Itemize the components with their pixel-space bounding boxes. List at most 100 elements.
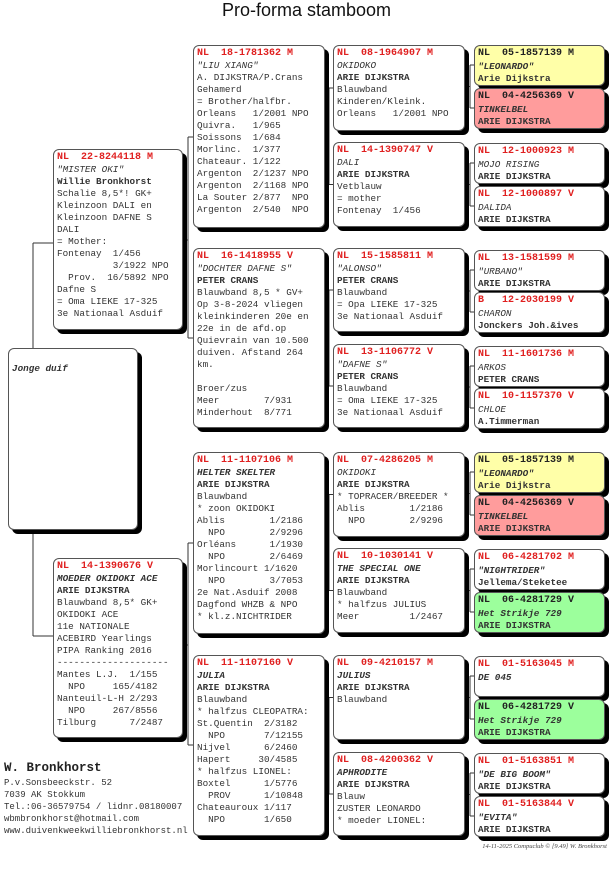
pigeon-info-line: Nijvel 6/2460 xyxy=(197,742,298,753)
pigeon-info-line: A.Timmerman xyxy=(478,416,540,427)
pedigree-card-ddd[interactable]: NL 08-4200362 V APHRODITE ARIE DIJKSTRA Bla… xyxy=(333,752,465,836)
pigeon-info-line: 2e Nat.Asduif 2008 xyxy=(197,587,298,598)
pigeon-info-line: -------------------- xyxy=(57,657,169,668)
pigeon-info-line: DALI xyxy=(57,224,80,235)
pedigree-card-sd[interactable]: NL 16-1418955 V "DOCHTER DAFNE S" PETER CR… xyxy=(193,248,325,428)
pigeon-info-line: = Opa LIEKE 17-325 xyxy=(337,299,438,310)
pigeon-info-line: ARIE DIJKSTRA xyxy=(478,278,551,289)
pedigree-card-g4-8[interactable]: NL 10-1157370 V CHLOE A.Timmerman xyxy=(474,388,605,429)
pigeon-info-line: ARIE DIJKSTRA xyxy=(478,781,551,792)
pigeon-info-line: La Souter 2/877 NPO xyxy=(197,192,309,203)
pigeon-info-line: ARIE DIJKSTRA xyxy=(478,523,551,534)
pedigree-card-sdd[interactable]: NL 13-1106772 V "DAFNE S" PETER CRANS Blauw… xyxy=(333,344,465,428)
pigeon-name: "LIU XIANG" xyxy=(197,60,259,71)
owner-name: W. Bronkhorst xyxy=(4,761,102,775)
owner-phone: Tel.:06-36579754 / lidnr.08180007 xyxy=(4,802,183,812)
pedigree-card-g4-14[interactable]: NL 06-4281729 V Het Strikje 729 ARIE DIJKS… xyxy=(474,699,605,740)
pigeon-info-line: NPO 165/4182 xyxy=(57,681,158,692)
pigeon-info-line: NPO 2/9296 xyxy=(337,515,444,526)
pedigree-card-g4-9[interactable]: NL 05-1857139 M "LEONARDO" Arie Dijkstra xyxy=(474,452,605,493)
pigeon-name: CHARON xyxy=(478,307,512,319)
ring-number: NL 14-1390676 V xyxy=(57,561,154,572)
pigeon-name: "LEONARDO" xyxy=(478,467,534,479)
ring-number: NL 06-4281729 V xyxy=(478,595,575,606)
pigeon-info-line: * moeder LIONEL: xyxy=(337,815,427,826)
pigeon-info-line: Blauwband xyxy=(337,383,388,394)
pigeon-info-line: OKIDOKI ACE xyxy=(57,609,119,620)
pedigree-card-dss[interactable]: NL 07-4286205 M OKIDOKI ARIE DIJKSTRA * TOP… xyxy=(333,452,465,537)
ring-number: NL 04-4256369 V xyxy=(478,91,575,102)
pigeon-name: JULIA xyxy=(197,670,225,681)
pigeon-info-line: Blauwband xyxy=(337,694,388,705)
pigeon-info-line: Morlincourt 1/1620 xyxy=(197,563,298,574)
pigeon-info-line: NPO 7/12155 xyxy=(197,730,304,741)
pigeon-name: Jonge duif xyxy=(12,363,68,374)
pigeon-info-line: ARIE DIJKSTRA xyxy=(478,824,551,835)
pigeon-info-line: duiven. Afstand 264 xyxy=(197,347,304,358)
pigeon-name: Het Strikje 729 xyxy=(478,714,562,726)
pigeon-name: "DOCHTER DAFNE S" xyxy=(197,263,292,274)
pigeon-name: APHRODITE xyxy=(337,767,388,778)
pigeon-info-line: Meer 1/2467 xyxy=(337,611,444,622)
pigeon-info-line: = Oma LIEKE 17-325 xyxy=(57,296,158,307)
pedigree-card-dds[interactable]: NL 09-4210157 M JULIUS ARIE DIJKSTRA Blauwb… xyxy=(333,655,465,740)
pigeon-info-line xyxy=(197,371,321,383)
pigeon-info-line: Ablis 1/2186 xyxy=(197,515,304,526)
pedigree-card-youngster[interactable]: Jonge duif xyxy=(8,348,138,530)
pedigree-card-g4-2[interactable]: NL 04-4256369 V TINKELBEL ARIE DIJKSTRA xyxy=(474,88,605,129)
pedigree-card-dsd[interactable]: NL 10-1030141 V THE SPECIAL ONE ARIE DIJKS… xyxy=(333,548,465,633)
pigeon-info-line: Ablis 1/2186 xyxy=(337,503,444,514)
pigeon-info-line: Schalie 8,5*! GK+ xyxy=(57,188,152,199)
pigeon-info-line: Prov. 16/5892 NPO xyxy=(57,272,169,283)
pigeon-info-line: NPO 3/7053 xyxy=(197,575,304,586)
pedigree-card-g4-10[interactable]: NL 04-4256369 V TINKELBEL ARIE DIJKSTRA xyxy=(474,495,605,536)
pigeon-name: "URBANO" xyxy=(478,265,523,277)
pedigree-card-dam[interactable]: NL 14-1390676 V MOEDER OKIDOKI ACE ARIE DI… xyxy=(53,558,183,738)
pedigree-card-g4-4[interactable]: NL 12-1000897 V DALIDA ARIE DIJKSTRA xyxy=(474,186,605,227)
pigeon-info-line: Chateauroux 1/117 xyxy=(197,802,292,813)
pedigree-card-g4-15[interactable]: NL 01-5163851 M "DE BIG BOOM" ARIE DIJKSTR… xyxy=(474,753,605,794)
pigeon-info-line: Fontenay 1/456 xyxy=(57,248,141,259)
ring-number: NL 04-4256369 V xyxy=(478,498,575,509)
pigeon-info-line: PETER CRANS xyxy=(478,374,540,385)
pigeon-info-line: Blauw xyxy=(337,791,365,802)
pedigree-card-g4-13[interactable]: NL 01-5163045 M DE 045 xyxy=(474,656,605,697)
pedigree-card-ds[interactable]: NL 11-1107106 M HELTER SKELTER ARIE DIJKST… xyxy=(193,452,325,634)
pedigree-card-dd[interactable]: NL 11-1107160 V JULIA ARIE DIJKSTRA Blauwba… xyxy=(193,655,325,836)
pedigree-card-g4-7[interactable]: NL 11-1601736 M ARKOS PETER CRANS xyxy=(474,346,605,387)
pigeon-info-line: Blauwband xyxy=(337,287,388,298)
pigeon-info-line: Boxtel 1/5776 xyxy=(197,778,298,789)
pigeon-name: "DAFNE S" xyxy=(337,359,388,370)
pedigree-card-g4-6[interactable]: B 12-2030199 V CHARON Jonckers Joh.&ives xyxy=(474,292,605,333)
ring-number: NL 09-4210157 M xyxy=(337,658,434,669)
pedigree-card-g4-3[interactable]: NL 12-1000923 M MOJO RISING ARIE DIJKSTRA xyxy=(474,143,605,184)
pigeon-name: ARKOS xyxy=(478,361,506,373)
ring-number: NL 07-4286205 M xyxy=(337,455,434,466)
pedigree-card-g4-5[interactable]: NL 13-1581599 M "URBANO" ARIE DIJKSTRA xyxy=(474,250,605,291)
ring-number: NL 13-1581599 M xyxy=(478,253,575,264)
pigeon-info-line: A. DIJKSTRA/P.Crans xyxy=(197,72,304,83)
owner-email[interactable]: wbmbronkhorst@hotmail.com xyxy=(4,814,140,824)
page-title: Pro-forma stamboom xyxy=(221,0,392,20)
pedigree-card-ssd[interactable]: NL 14-1390747 V DALI ARIE DIJKSTRA Vetblauw… xyxy=(333,142,465,227)
pigeon-info-line: Jellema/Steketee xyxy=(478,577,568,588)
pigeon-info-line: * halfzus CLEOPATRA: xyxy=(197,706,309,717)
pigeon-name: THE SPECIAL ONE xyxy=(337,563,421,574)
pedigree-card-sire[interactable]: NL 22-8244118 M "MISTER OKI" Willie Bronkh… xyxy=(53,149,183,330)
ring-number: NL 10-1157370 V xyxy=(478,391,575,402)
pigeon-info-line: ARIE DIJKSTRA xyxy=(337,779,410,790)
pedigree-card-ss[interactable]: NL 18-1781362 M "LIU XIANG" A. DIJKSTRA/P.… xyxy=(193,45,325,228)
pigeon-name: "LEONARDO" xyxy=(478,60,534,72)
pigeon-info-line: PETER CRANS xyxy=(337,371,399,382)
pedigree-card-g4-1[interactable]: NL 05-1857139 M "LEONARDO" Arie Dijkstra xyxy=(474,45,605,86)
pigeon-info-line: ARIE DIJKSTRA xyxy=(478,171,551,182)
ring-number: NL 06-4281729 V xyxy=(478,702,575,713)
pedigree-card-g4-11[interactable]: NL 06-4281702 M "NIGHTRIDER" Jellema/Steke… xyxy=(474,549,605,590)
pedigree-card-sss[interactable]: NL 08-1964907 M OKIDOKO ARIE DIJKSTRA Blauw… xyxy=(333,45,465,131)
pedigree-card-g4-16[interactable]: NL 01-5163844 V "EVITA" ARIE DIJKSTRA xyxy=(474,796,605,837)
pigeon-name: DE 045 xyxy=(478,671,512,683)
owner-website[interactable]: www.duivenkweekwilliebronkhorst.nl xyxy=(4,826,188,836)
pedigree-card-g4-12[interactable]: NL 06-4281729 V Het Strikje 729 ARIE DIJKS… xyxy=(474,592,605,633)
pedigree-card-sds[interactable]: NL 15-1585811 M "ALONSO" PETER CRANS Blauwb… xyxy=(333,248,465,332)
